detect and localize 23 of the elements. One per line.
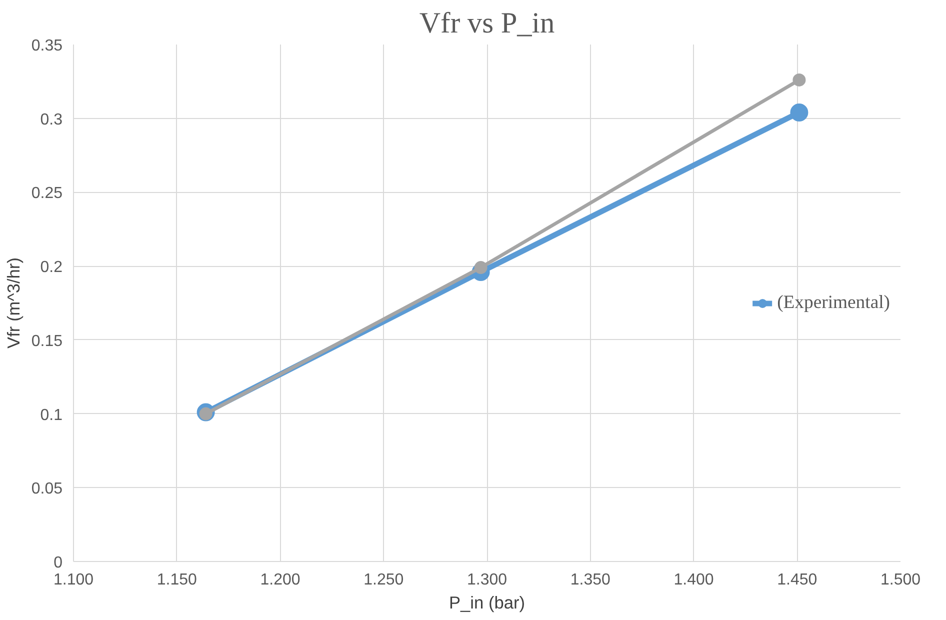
- x-tick-label: 1.450: [777, 572, 818, 588]
- legend-label: (Experimental): [777, 292, 890, 314]
- y-tick-label: 0.25: [31, 185, 63, 202]
- y-axis-title: Vfr (m^3/hr): [3, 258, 24, 348]
- y-tick-label: 0.1: [40, 406, 63, 424]
- point: [790, 103, 808, 122]
- y-tick-label: 0.2: [40, 259, 63, 276]
- x-tick-label: 1.150: [156, 572, 197, 588]
- x-tick-label: 1.200: [260, 572, 300, 588]
- chart-title: Vfr vs P_in: [419, 8, 555, 40]
- y-tick-label: 0.05: [31, 480, 63, 498]
- x-tick-label: 1.350: [570, 572, 610, 588]
- x-axis-title: P_in (bar): [448, 592, 526, 612]
- x-tick-label: 1.500: [880, 572, 921, 588]
- y-tick-label: 0.15: [31, 332, 63, 350]
- y-tick-label: 0.3: [40, 111, 63, 128]
- x-tick-label: 1.300: [466, 572, 508, 588]
- x-tick-label: 1.400: [674, 572, 714, 588]
- x-tick-label: 1.100: [53, 572, 94, 588]
- point: [792, 73, 806, 86]
- x-tick-label: 1.250: [364, 572, 404, 588]
- y-tick-label: 0.35: [31, 38, 63, 54]
- y-tick-label: 0: [54, 554, 63, 572]
